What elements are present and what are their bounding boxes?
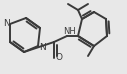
- Text: N: N: [3, 20, 9, 28]
- Text: O: O: [55, 54, 62, 63]
- Text: NH: NH: [63, 26, 75, 36]
- Text: N: N: [39, 44, 45, 52]
